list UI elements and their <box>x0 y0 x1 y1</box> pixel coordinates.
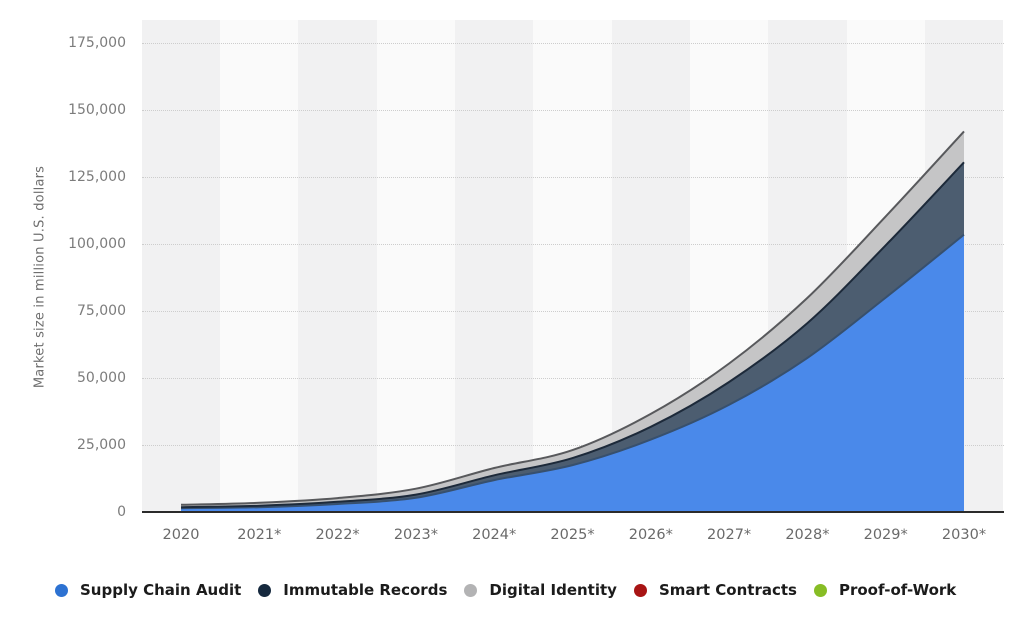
gridline <box>142 445 1004 446</box>
x-tick-label: 2029* <box>863 527 908 543</box>
x-tick-label: 2027* <box>707 527 752 543</box>
x-tick-label: 2023* <box>393 527 438 543</box>
legend-dot-icon <box>464 583 478 597</box>
y-tick-label: 75,000 <box>77 303 126 319</box>
gridline <box>142 43 1004 44</box>
x-tick-label: 2020 <box>162 527 200 543</box>
y-tick-label: 0 <box>117 504 126 520</box>
y-tick-label: 125,000 <box>68 169 126 185</box>
y-tick-label: 25,000 <box>77 437 126 453</box>
legend-item-immutable-records[interactable]: Immutable Records <box>258 581 447 599</box>
area-series-supply-chain-audit <box>181 234 964 512</box>
gridline <box>142 378 1004 379</box>
x-tick-label: 2024* <box>472 527 517 543</box>
legend-label: Proof-of-Work <box>838 581 957 599</box>
gridline <box>142 311 1004 312</box>
legend: Supply Chain Audit Immutable Records Digit… <box>55 581 956 599</box>
legend-dot-icon <box>813 583 827 597</box>
legend-item-smart-contracts[interactable]: Smart Contracts <box>633 581 797 599</box>
plot-stripe <box>220 20 299 513</box>
x-tick-label: 2030* <box>941 527 987 543</box>
legend-item-digital-identity[interactable]: Digital Identity <box>464 581 617 599</box>
gridline <box>142 177 1004 178</box>
plot-stripe <box>376 20 456 513</box>
y-tick-label: 150,000 <box>68 102 126 118</box>
legend-dot-icon <box>258 583 272 597</box>
gridline <box>142 244 1004 245</box>
legend-dot-icon <box>633 583 647 597</box>
plot-stripe <box>455 20 534 513</box>
gridline <box>142 110 1004 111</box>
x-tick-label: 2028* <box>785 527 830 543</box>
x-axis-line <box>142 511 1004 513</box>
plot-stripe <box>141 20 221 513</box>
area-series-line-immutable-records <box>180 161 965 509</box>
y-tick-label: 50,000 <box>77 370 126 386</box>
legend-label: Supply Chain Audit <box>80 581 242 599</box>
area-series-line-supply-chain-audit <box>180 233 965 510</box>
area-series-line-digital-identity <box>180 130 965 506</box>
legend-label: Digital Identity <box>489 581 617 599</box>
legend-label: Immutable Records <box>283 581 448 599</box>
x-tick-label: 2025* <box>550 527 595 543</box>
plot-stripe <box>298 20 377 513</box>
plot-stripe <box>533 20 612 513</box>
legend-item-proof-of-work[interactable]: Proof-of-Work <box>813 581 957 599</box>
x-tick-label: 2022* <box>315 527 360 543</box>
legend-item-supply-chain-audit[interactable]: Supply Chain Audit <box>55 581 241 599</box>
legend-dot-icon <box>55 583 68 597</box>
y-tick-label: 175,000 <box>68 35 126 51</box>
x-tick-label: 2021* <box>237 527 282 543</box>
y-tick-label: 100,000 <box>68 236 126 252</box>
legend-label: Smart Contracts <box>658 581 797 599</box>
x-tick-label: 2026* <box>628 527 673 543</box>
